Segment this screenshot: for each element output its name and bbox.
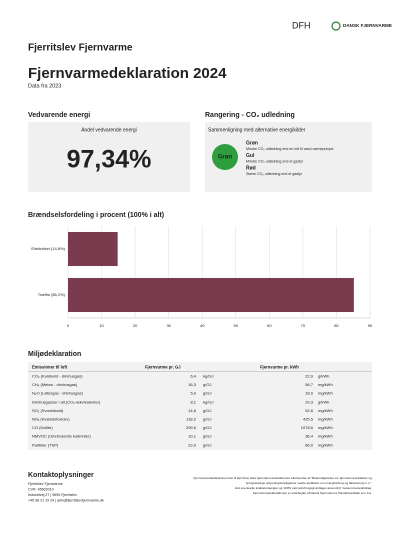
table-cell: 425,5 xyxy=(303,416,314,421)
bar xyxy=(68,231,118,267)
x-tick-label: 70 xyxy=(301,323,306,328)
legend-name: Gul xyxy=(246,153,255,159)
table-cell: CO₂ (Kuldioxid - drivhusgas) xyxy=(32,373,83,378)
table-cell: g/GJ xyxy=(203,442,211,447)
table-cell: g/GJ xyxy=(203,434,211,439)
table-cell: mg/kWh xyxy=(318,425,333,430)
table-cell: NMVOC (Uforbrændte kulbrinter) xyxy=(32,434,91,439)
table-cell: 5,0 xyxy=(190,391,196,396)
section-heading: Rangering - CO₂ udledning xyxy=(205,112,295,119)
bar xyxy=(68,277,354,313)
table-cell: g/GJ xyxy=(203,425,211,430)
disclaimer-line: fyringsanlægs oplysningsforpligtelser ve… xyxy=(246,481,372,485)
table-cell: 86,0 xyxy=(305,442,314,447)
table-background xyxy=(28,362,372,450)
panel xyxy=(28,122,190,192)
table-cell: kg/GJ xyxy=(203,373,213,378)
legend-description: Mindre CO₂ udledning end et gasfyr xyxy=(246,159,304,163)
x-tick-label: 20 xyxy=(133,323,138,328)
legend-description: Mindre CO₂ udledning end en luft til van… xyxy=(246,147,334,151)
table-cell: g/kWh xyxy=(318,399,329,404)
panel-label: Sammenligning med alternative energikild… xyxy=(208,127,306,133)
y-tick-label: Træflis (85,2%) xyxy=(38,292,66,297)
table-cell: 16,3 xyxy=(188,382,197,387)
table-cell: 29,3 xyxy=(305,399,314,404)
table-cell: 14,6 xyxy=(188,408,197,413)
chart-title: Brændselsfordeling i procent (100% i alt… xyxy=(28,212,164,219)
table-cell: mg/kWh xyxy=(318,382,333,387)
table-cell: g/GJ xyxy=(203,408,211,413)
rating-circle xyxy=(212,144,238,170)
contact-line: +45 98 21 19 24 | adm@fjerritslevfjernva… xyxy=(28,498,104,502)
table-cell: 10,1 xyxy=(188,434,197,439)
section-heading: Vedvarende energi xyxy=(28,112,90,119)
table-header: Emissioner til luft xyxy=(32,364,68,369)
table-cell: mg/kWh xyxy=(318,416,333,421)
disclaimer-line: Fjernvarmedeklarationen har til formål a… xyxy=(193,476,372,480)
contact-line: CVR: 45602010 xyxy=(28,487,54,491)
subtitle: Data fra 2023 xyxy=(28,83,61,89)
panel-label: Andel vedvarende energi xyxy=(81,127,137,133)
table-cell: 52,6 xyxy=(305,408,314,413)
disclaimer-line: Ved eventuelle kvalitetsmangler og 100% … xyxy=(235,486,373,490)
table-cell: mg/kWh xyxy=(318,442,333,447)
contact-line: Industrivej 27 | 9690 Fjerritslev xyxy=(28,493,77,497)
section-heading: Miljødeklaration xyxy=(28,351,81,358)
legend-name: Rød xyxy=(246,165,256,171)
table-cell: SO₂ (Svovldioxid) xyxy=(32,408,64,413)
x-tick-label: 50 xyxy=(234,323,239,328)
table-cell: 18,0 xyxy=(305,391,314,396)
table-cell: g/GJ xyxy=(203,416,211,421)
rating-label: Grøn xyxy=(218,155,233,161)
y-tick-label: Elektricitet (14,8%) xyxy=(31,246,65,251)
table-cell: kg/GJ xyxy=(203,399,213,404)
disclaimer-line: Fjernvarmedeklarationen er udarbejdet af… xyxy=(253,491,372,495)
renewable-share: 97,34% xyxy=(67,146,152,174)
table-cell: mg/kWh xyxy=(318,391,333,396)
table-cell: 23,9 xyxy=(188,442,197,447)
logo-dansk-fjernvarme: DANSK FJERNVARME xyxy=(343,23,392,28)
legend-description: Større CO₂ udledning end et gasfyr xyxy=(246,172,303,176)
x-tick-label: 40 xyxy=(200,323,205,328)
table-cell: CO (Kulilte) xyxy=(32,425,53,430)
logo-icon xyxy=(331,21,341,31)
x-tick-label: 60 xyxy=(267,323,272,328)
page-title: Fjernvarmedeklaration 2024 xyxy=(28,65,227,82)
table-cell: N₂O (Lattergas - drivhusgas) xyxy=(32,391,84,396)
x-tick-label: 30 xyxy=(166,323,171,328)
table-cell: g/kWh xyxy=(318,373,329,378)
table-cell: 118,2 xyxy=(186,416,196,421)
table-cell: CH₄ (Metan - drivhusgas) xyxy=(32,382,78,387)
company-name: Fjerritslev Fjernvarme xyxy=(28,43,133,54)
table-cell: Partikler (TSP) xyxy=(32,442,59,447)
x-tick-label: 80 xyxy=(334,323,339,328)
section-heading: Kontaktoplysninger xyxy=(28,472,94,479)
logo-dfh: DFH xyxy=(292,20,311,30)
table-cell: 299,6 xyxy=(186,425,197,430)
x-tick-label: 0 xyxy=(67,323,70,328)
table-cell: 22,9 xyxy=(305,373,314,378)
table-header: Fjernvarme pr. kWh xyxy=(260,364,299,369)
table-cell: g/GJ xyxy=(203,382,211,387)
table-header: Fjernvarme pr. GJ xyxy=(145,364,181,369)
legend-name: Grøn xyxy=(246,140,258,146)
table-cell: mg/kWh xyxy=(318,434,333,439)
table-cell: NOₓ (Kvælstofoxider) xyxy=(32,416,70,421)
contact-line: Fjerritslev Fjernvarme xyxy=(28,482,63,486)
table-cell: mg/kWh xyxy=(318,408,333,413)
table-cell: 58,7 xyxy=(305,382,314,387)
x-tick-label: 90 xyxy=(368,323,373,328)
table-cell: g/GJ xyxy=(203,391,211,396)
table-cell: 8,1 xyxy=(190,399,196,404)
table-cell: Drivhusgasser i alt (CO₂-ækvivalenter) xyxy=(32,399,101,404)
table-cell: 36,4 xyxy=(305,434,314,439)
x-tick-label: 10 xyxy=(99,323,104,328)
table-cell: 6,4 xyxy=(190,373,196,378)
table-cell: 1078,6 xyxy=(301,425,314,430)
